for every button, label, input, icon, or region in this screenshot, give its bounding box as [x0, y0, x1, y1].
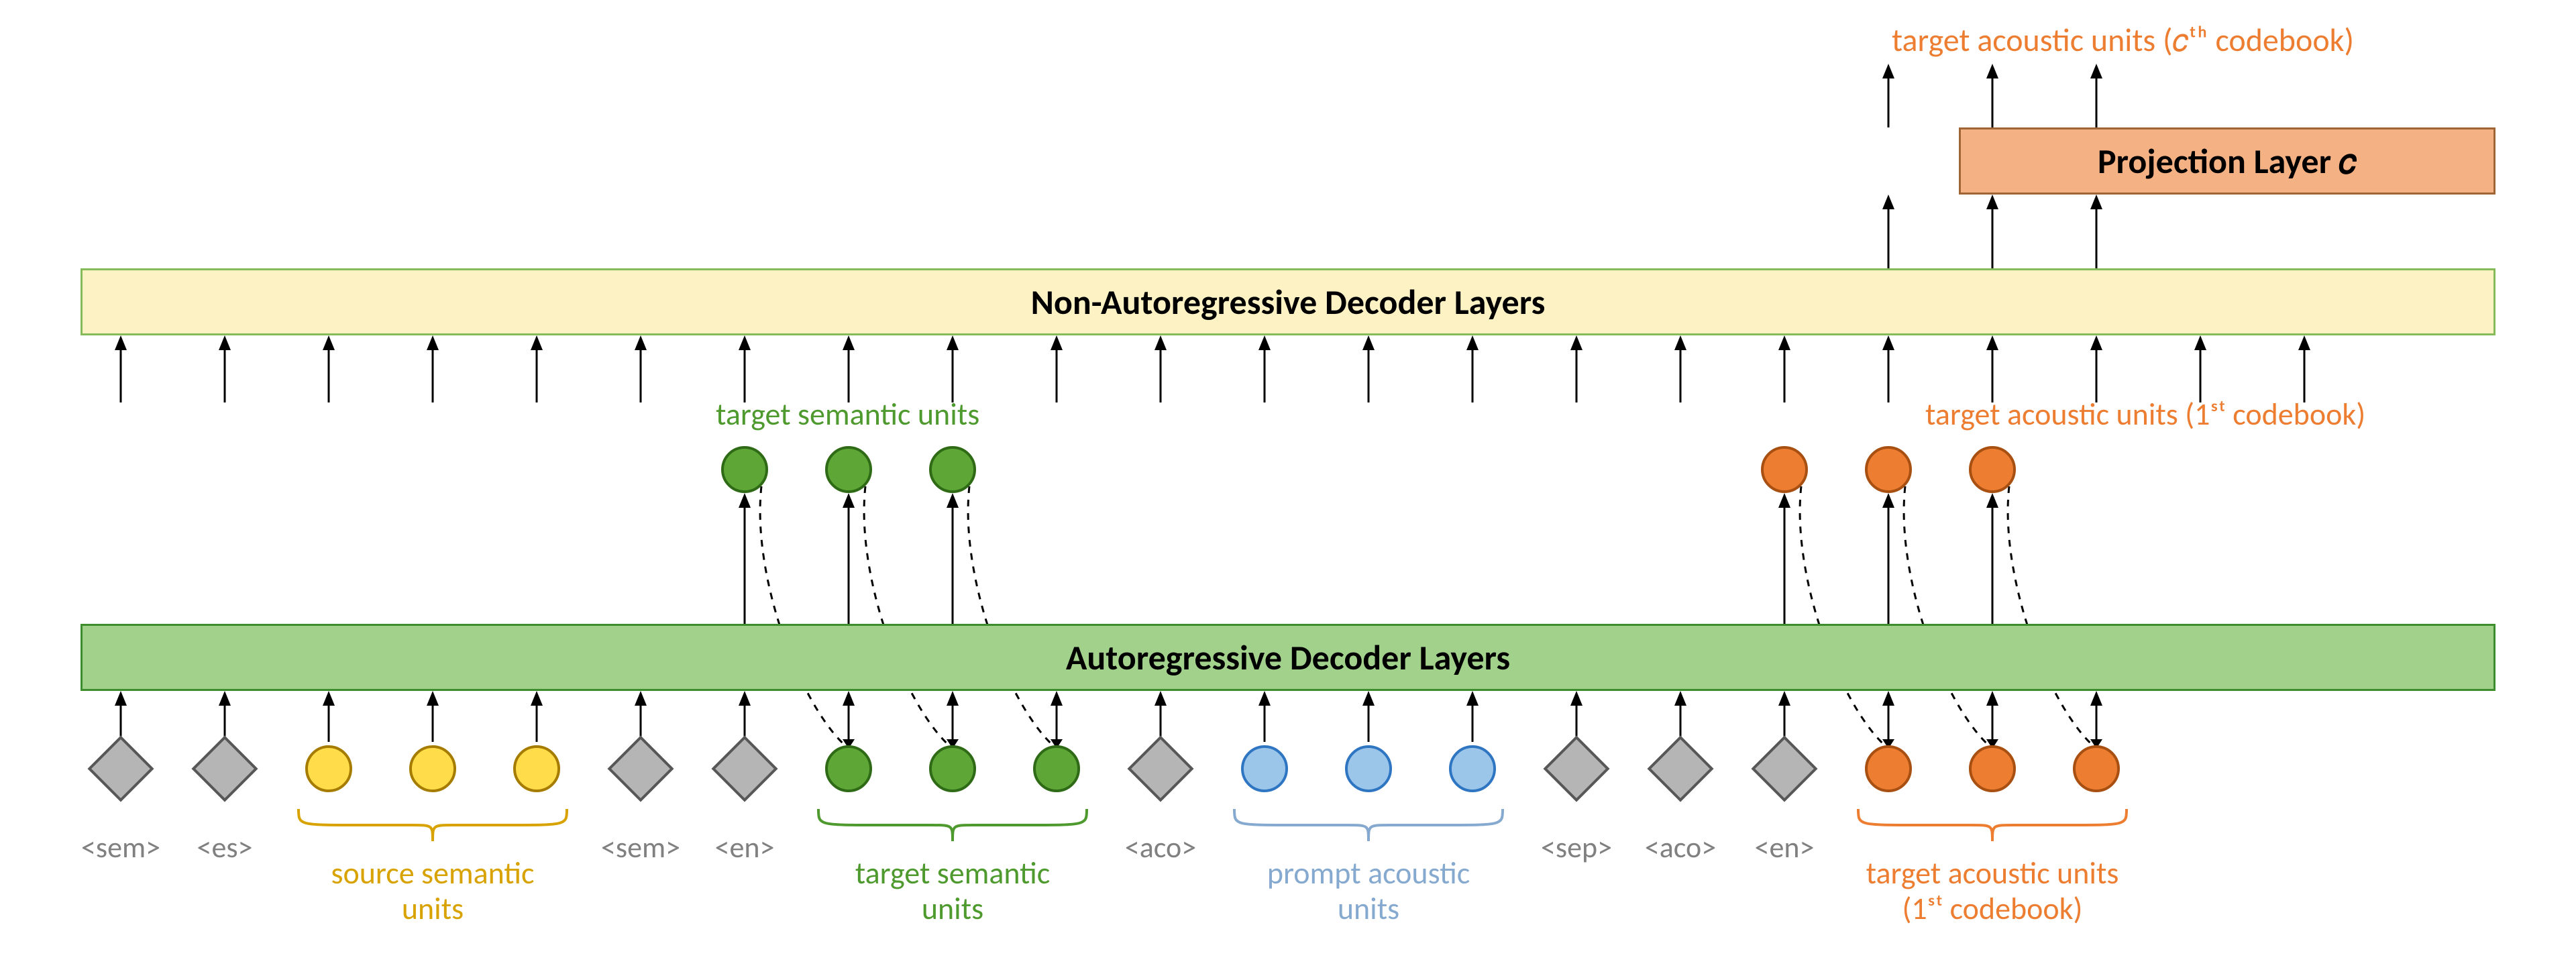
- token-circle-blue: [1345, 745, 1392, 792]
- token-diamond: [1544, 736, 1610, 802]
- token-tag-label: <sem>: [60, 829, 181, 865]
- token-diamond: [88, 736, 154, 802]
- token-circle-yellow: [409, 745, 456, 792]
- token-circle-blue: [1241, 745, 1288, 792]
- token-diamond: [192, 736, 258, 802]
- token-diamond: [1128, 736, 1194, 802]
- group-label: source semanticunits: [231, 856, 634, 927]
- projection-layer-box: Projection Layer 𝑐: [1959, 127, 2496, 195]
- ar-output-green: [825, 446, 872, 493]
- group-label: target acoustic units(1ˢᵗ codebook): [1791, 856, 2194, 927]
- token-diamond: [608, 736, 674, 802]
- ar-output-green: [929, 446, 976, 493]
- group-label: prompt acousticunits: [1167, 856, 1570, 927]
- token-circle-green: [1033, 745, 1080, 792]
- token-diamond: [1648, 736, 1714, 802]
- nar-decoder-bar: Non-Autoregressive Decoder Layers: [80, 268, 2496, 335]
- token-circle-orange: [1969, 745, 2016, 792]
- token-tag-label: <aco>: [1620, 829, 1741, 865]
- token-circle-yellow: [305, 745, 352, 792]
- mid-output-label: target semantic units: [716, 396, 979, 433]
- ar-output-orange: [1969, 446, 2016, 493]
- token-circle-blue: [1449, 745, 1496, 792]
- token-circle-green: [825, 745, 872, 792]
- token-circle-orange: [2073, 745, 2120, 792]
- token-diamond: [712, 736, 778, 802]
- token-circle-orange: [1865, 745, 1912, 792]
- ar-output-orange: [1761, 446, 1808, 493]
- token-circle-green: [929, 745, 976, 792]
- group-label: target semanticunits: [751, 856, 1154, 927]
- ar-decoder-bar: Autoregressive Decoder Layers: [80, 624, 2496, 691]
- ar-output-orange: [1865, 446, 1912, 493]
- token-diamond: [1752, 736, 1818, 802]
- top-output-label: target acoustic units (𝑐ᵗʰ codebook): [1892, 20, 2354, 60]
- mid-output-label: target acoustic units (1ˢᵗ codebook): [1925, 396, 2365, 433]
- token-circle-yellow: [513, 745, 560, 792]
- ar-output-green: [721, 446, 768, 493]
- diagram-root: <sem><es><sem><en><aco><sep><aco><en>Aut…: [0, 0, 2576, 974]
